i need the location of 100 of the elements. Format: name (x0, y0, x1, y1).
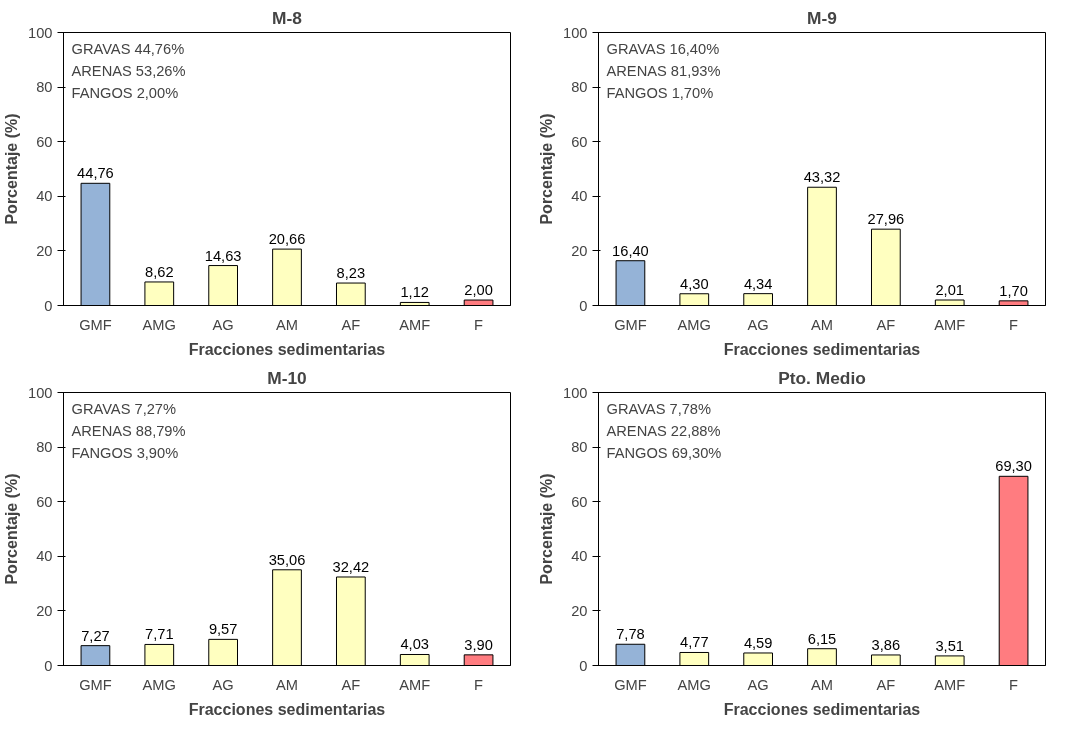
x-tick-label: AMF (934, 316, 966, 333)
annotation: ARENAS 22,88% (606, 422, 721, 439)
annotation: ARENAS 53,26% (71, 62, 186, 79)
y-tick-label: 80 (36, 79, 53, 96)
annotation: FANGOS 1,70% (606, 84, 714, 101)
y-tick-label: 80 (571, 439, 588, 456)
chart-title: M-8 (272, 7, 303, 28)
data-label: 43,32 (803, 169, 841, 186)
x-tick-label: AMG (142, 676, 176, 693)
data-label: 4,77 (680, 634, 709, 651)
x-tick-label: AG (747, 316, 769, 333)
data-label: 14,63 (204, 247, 242, 264)
data-label: 35,06 (268, 551, 306, 568)
chart-title: M-10 (267, 367, 307, 388)
y-axis-title: Porcentaje (%) (3, 113, 21, 225)
annotation: FANGOS 2,00% (71, 84, 179, 101)
x-tick-label: AM (276, 316, 298, 333)
y-tick-label: 60 (571, 133, 588, 150)
data-label: 1,12 (400, 284, 429, 301)
data-label: 4,34 (743, 275, 773, 292)
data-label: 1,70 (999, 282, 1028, 299)
data-label: 3,86 (871, 636, 901, 653)
y-tick-label: 0 (579, 297, 588, 314)
data-label: 7,71 (145, 626, 174, 643)
annotation: GRAVAS 7,27% (71, 400, 177, 417)
data-label: 4,03 (400, 636, 429, 653)
x-tick-label: F (474, 676, 484, 693)
x-tick-label: AG (747, 676, 769, 693)
y-tick-label: 60 (36, 133, 53, 150)
data-label: 20,66 (268, 231, 306, 248)
y-tick-label: 20 (36, 242, 53, 259)
y-tick-label: 40 (36, 188, 53, 205)
annotation: GRAVAS 16,40% (606, 40, 720, 57)
y-tick-label: 0 (44, 657, 53, 674)
x-tick-label: AF (341, 676, 361, 693)
y-tick-label: 100 (563, 384, 588, 401)
x-axis-title: Fracciones sedimentarias (723, 340, 921, 358)
x-tick-label: AG (212, 676, 234, 693)
annotation: ARENAS 81,93% (606, 62, 721, 79)
y-tick-label: 100 (28, 24, 53, 41)
data-label: 4,59 (743, 634, 773, 651)
x-axis-title: Fracciones sedimentarias (188, 700, 386, 718)
y-tick-label: 40 (571, 548, 588, 565)
data-label: 4,30 (680, 275, 709, 292)
annotation: GRAVAS 7,78% (606, 400, 712, 417)
y-tick-label: 60 (36, 493, 53, 510)
annotation: FANGOS 3,90% (71, 444, 179, 461)
annotation: FANGOS 69,30% (606, 444, 722, 461)
x-tick-label: AMG (677, 316, 711, 333)
y-axis-title: Porcentaje (%) (538, 473, 556, 585)
data-label: 27,96 (867, 211, 905, 228)
x-tick-label: AMF (399, 316, 431, 333)
y-tick-label: 80 (571, 79, 588, 96)
y-tick-label: 60 (571, 493, 588, 510)
data-label: 44,76 (77, 165, 114, 182)
x-tick-label: GMF (79, 676, 112, 693)
x-tick-label: AM (276, 676, 298, 693)
y-axis-title: Porcentaje (%) (538, 113, 556, 225)
data-label: 7,27 (81, 627, 110, 644)
data-label: 2,01 (935, 282, 964, 299)
x-tick-label: AMG (677, 676, 711, 693)
y-tick-label: 80 (36, 439, 53, 456)
x-tick-label: AMF (934, 676, 966, 693)
data-label: 7,78 (616, 626, 645, 643)
data-label: 9,57 (208, 621, 238, 638)
x-tick-label: AF (876, 316, 896, 333)
x-tick-label: GMF (614, 676, 647, 693)
y-tick-label: 40 (36, 548, 53, 565)
data-label: 2,00 (464, 282, 493, 299)
y-tick-label: 20 (36, 602, 53, 619)
x-tick-label: AMG (142, 316, 176, 333)
y-tick-label: 100 (28, 384, 53, 401)
x-tick-label: GMF (79, 316, 112, 333)
y-tick-label: 20 (571, 242, 588, 259)
data-label: 3,90 (464, 636, 493, 653)
x-tick-label: F (474, 316, 484, 333)
y-tick-label: 40 (571, 188, 588, 205)
x-tick-label: AF (341, 316, 361, 333)
data-label: 8,62 (145, 263, 174, 280)
x-tick-label: F (1009, 676, 1019, 693)
y-tick-label: 0 (579, 657, 588, 674)
x-tick-label: AMF (399, 676, 431, 693)
x-axis-title: Fracciones sedimentarias (723, 700, 921, 718)
data-label: 8,23 (336, 265, 366, 282)
x-tick-label: GMF (614, 316, 647, 333)
x-tick-label: AM (811, 316, 833, 333)
data-label: 69,30 (995, 458, 1032, 475)
y-tick-label: 20 (571, 602, 588, 619)
x-tick-label: AF (876, 676, 896, 693)
annotation: ARENAS 88,79% (71, 422, 186, 439)
y-tick-label: 100 (563, 24, 588, 41)
x-axis-title: Fracciones sedimentarias (188, 340, 386, 358)
data-label: 6,15 (807, 630, 837, 647)
data-label: 32,42 (332, 558, 370, 575)
data-label: 3,51 (935, 637, 964, 654)
data-label: 16,40 (612, 242, 649, 259)
y-tick-label: 0 (44, 297, 53, 314)
chart-title: M-9 (807, 7, 837, 28)
chart-title: Pto. Medio (778, 367, 866, 388)
x-tick-label: AM (811, 676, 833, 693)
